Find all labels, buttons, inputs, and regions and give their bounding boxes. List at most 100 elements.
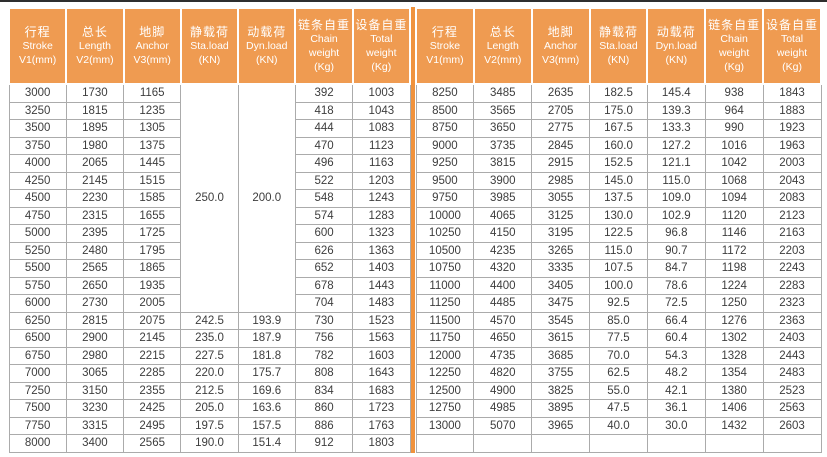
table-cell: 4900 <box>473 381 533 400</box>
table-cell: 145.4 <box>646 83 706 103</box>
table-cell: 2243 <box>762 259 822 278</box>
table-cell: 157.5 <box>237 416 296 435</box>
table-cell: 2480 <box>65 241 125 260</box>
table-cell: 2845 <box>531 136 591 155</box>
column-header-zh: 行程 <box>24 24 51 39</box>
table-cell: 2523 <box>762 381 822 400</box>
table-cell: 3965 <box>531 416 591 435</box>
table-cell: 678 <box>294 276 354 295</box>
table-cell: 3755 <box>531 364 591 383</box>
table-cell: 121.1 <box>646 154 706 173</box>
table-cell: 1483 <box>352 294 411 313</box>
table-row: 7750 3315 2495 197.5 157.5 886 1763 <box>8 416 411 435</box>
column-header-en: (KN) <box>607 53 630 66</box>
table-cell: 9750 <box>415 189 475 208</box>
table-cell: 1963 <box>762 136 822 155</box>
table-cell: 1883 <box>762 101 822 120</box>
column-header-en: (KN) <box>665 53 688 66</box>
column-header-en: V3(mm) <box>541 53 580 66</box>
table-cell: 1120 <box>704 206 764 225</box>
table-cell: 2003 <box>762 154 822 173</box>
table-cell: 175.7 <box>237 364 296 383</box>
column-header: 动载荷 Dyn.load (KN) <box>646 7 707 85</box>
table-cell: 3250 <box>8 101 67 120</box>
table-cell: 10000 <box>415 206 475 225</box>
table-row: 5750 2650 1935 678 1443 <box>8 276 411 295</box>
table-row: 10750 4320 3335 107.5 84.7 1198 2243 <box>415 259 822 278</box>
table-cell: 1730 <box>65 83 125 103</box>
table-cell: 6750 <box>8 346 67 365</box>
table-row: 12000 4735 3685 70.0 54.3 1328 2443 <box>415 346 822 365</box>
table-cell: 704 <box>294 294 354 313</box>
table-cell: 175.0 <box>589 101 648 120</box>
table-cell: 7750 <box>8 416 67 435</box>
table-cell: 5070 <box>473 416 533 435</box>
table-cell: 2900 <box>65 329 125 348</box>
column-header-zh: 设备自重 <box>766 17 819 32</box>
table-row: 5250 2480 1795 626 1363 <box>8 241 411 260</box>
table-cell: 2145 <box>65 171 125 190</box>
column-header-zh: 静载荷 <box>598 24 638 39</box>
table-cell: 2163 <box>762 224 822 243</box>
table-cell: 78.6 <box>646 276 706 295</box>
table-cell: 11250 <box>415 294 475 313</box>
table-cell: 1123 <box>352 136 411 155</box>
table-cell: 242.5 <box>180 311 239 330</box>
table-cell: 12750 <box>415 399 475 418</box>
table-cell: 1165 <box>123 83 182 103</box>
merged-load-cell: 200.0 <box>237 83 296 313</box>
table-cell: 163.6 <box>237 399 296 418</box>
table-cell: 2815 <box>65 311 125 330</box>
table-cell: 4985 <box>473 399 533 418</box>
table-cell: 1523 <box>352 311 411 330</box>
table-row: 11750 4650 3615 77.5 60.4 1302 2403 <box>415 329 822 348</box>
table-row: 4750 2315 1655 574 1283 <box>8 206 411 225</box>
table-cell: 12500 <box>415 381 475 400</box>
column-header-en: weight <box>718 46 750 59</box>
table-row: 12250 4820 3755 62.5 48.2 1354 2483 <box>415 364 822 383</box>
table-cell: 1895 <box>65 119 125 138</box>
table-cell: 11750 <box>415 329 475 348</box>
table-cell: 182.5 <box>589 83 648 103</box>
table-cell: 2425 <box>123 399 182 418</box>
table-row: 6500 2900 2145 235.0 187.9 756 1563 <box>8 329 411 348</box>
table-cell: 2985 <box>531 171 591 190</box>
column-header: 地脚 Anchor V3(mm) <box>122 7 182 85</box>
table-cell: 2043 <box>762 171 822 190</box>
table-row: 9250 3815 2915 152.5 121.1 1042 2003 <box>415 154 822 173</box>
top-divider-line <box>0 0 827 2</box>
table-cell: 9500 <box>415 171 475 190</box>
table-cell: 2603 <box>762 416 822 435</box>
merged-load-cell: 250.0 <box>180 83 239 313</box>
table-cell: 1016 <box>704 136 764 155</box>
table-cell: 1305 <box>123 119 182 138</box>
column-header-en: Total <box>780 33 804 46</box>
table-cell: 4065 <box>473 206 533 225</box>
table-cell: 1250 <box>704 294 764 313</box>
column-header-en: Length <box>486 40 519 53</box>
table-cell: 2315 <box>65 206 125 225</box>
column-header-en: V1(mm) <box>18 53 57 66</box>
column-header-en: Dyn.load <box>655 40 698 53</box>
table-cell: 152.5 <box>589 154 648 173</box>
table-cell: 2215 <box>123 346 182 365</box>
column-header: 动载荷 Dyn.load (KN) <box>237 7 297 85</box>
table-cell: 235.0 <box>180 329 239 348</box>
table-cell: 2980 <box>65 346 125 365</box>
table-cell: 1354 <box>704 364 764 383</box>
header-row: 行程 Stroke V1(mm) 总长 Length V2(mm) 地脚 Anchor V3(m… <box>415 7 822 85</box>
table-cell: 3825 <box>531 381 591 400</box>
table-cell: 3125 <box>531 206 591 225</box>
table-cell: 6250 <box>8 311 67 330</box>
table-cell: 3895 <box>531 399 591 418</box>
column-header-en: weight <box>776 46 808 59</box>
table-cell: 1283 <box>352 206 411 225</box>
table-cell: 139.3 <box>646 101 706 120</box>
table-cell: 4570 <box>473 311 533 330</box>
table-row: 5500 2565 1865 652 1403 <box>8 259 411 278</box>
table-cell: 1302 <box>704 329 764 348</box>
table-cell: 54.3 <box>646 346 706 365</box>
table-cell: 3650 <box>473 119 533 138</box>
table-cell: 1935 <box>123 276 182 295</box>
